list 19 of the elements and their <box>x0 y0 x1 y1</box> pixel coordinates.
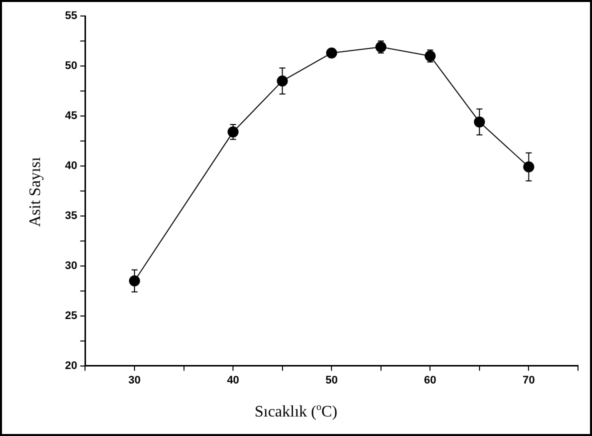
x-tick-label: 30 <box>128 374 141 386</box>
y-axis-title: Asit Sayısı <box>27 157 45 227</box>
y-tick-label: 25 <box>64 310 78 322</box>
y-tick-label: 20 <box>64 360 78 372</box>
x-tick-label: 70 <box>522 374 535 386</box>
y-tick-label: 30 <box>64 260 78 272</box>
y-tick-label: 40 <box>64 160 78 172</box>
x-tick-label: 40 <box>226 374 240 386</box>
point <box>326 47 338 58</box>
y-tick-label: 45 <box>64 110 78 122</box>
point <box>474 116 485 128</box>
y-tick-label: 50 <box>64 60 78 72</box>
x-tick-label: 50 <box>325 374 338 386</box>
point <box>129 275 140 286</box>
x-axis-title: Sıcaklık ($^{o}$C) <box>254 402 338 422</box>
y-tick-label: 55 <box>64 10 78 22</box>
y-tick-label: 35 <box>64 210 78 222</box>
x-tick-label: 60 <box>424 374 436 386</box>
point <box>228 126 239 138</box>
